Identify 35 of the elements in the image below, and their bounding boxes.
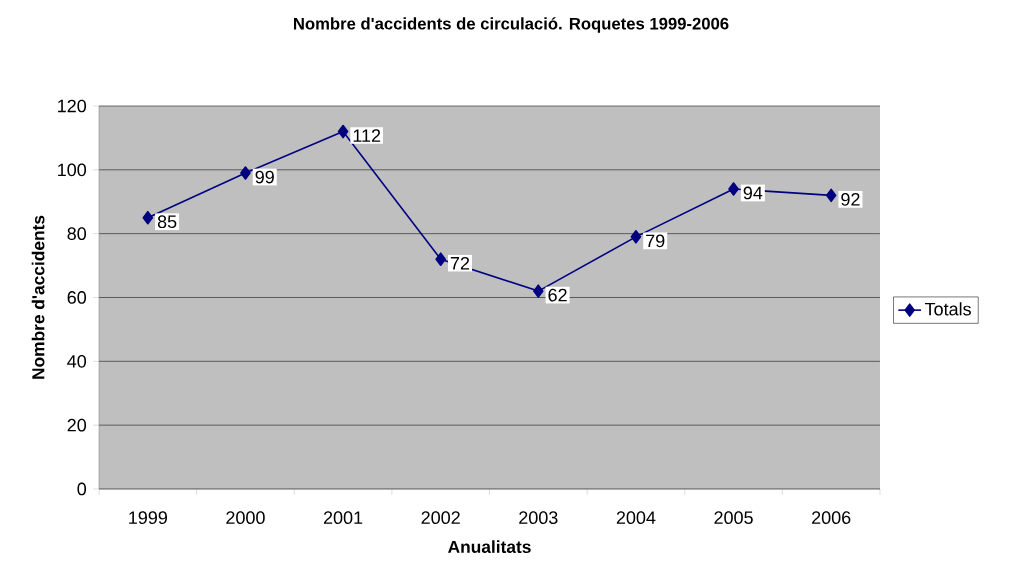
legend-label: Totals bbox=[924, 302, 971, 316]
x-tick-label: 2000 bbox=[226, 511, 265, 524]
y-tick-label: 60 bbox=[67, 291, 87, 304]
x-tick-label: 2005 bbox=[714, 511, 753, 524]
data-label: 99 bbox=[255, 170, 274, 184]
y-tick-label: 120 bbox=[58, 99, 87, 113]
point bbox=[728, 182, 739, 196]
point bbox=[630, 230, 642, 244]
data-label: 112 bbox=[353, 129, 381, 142]
y-tick-label: 20 bbox=[67, 418, 87, 432]
y-tick-label: 80 bbox=[67, 227, 87, 241]
data-label: 79 bbox=[646, 234, 665, 248]
data-label: 92 bbox=[841, 192, 860, 206]
x-tick-label: 2003 bbox=[519, 511, 558, 524]
x-tick-label: 2006 bbox=[812, 511, 851, 524]
y-tick-label: 100 bbox=[58, 163, 87, 177]
data-label: 72 bbox=[450, 256, 470, 270]
data-label: 94 bbox=[743, 186, 763, 200]
y-axis-title: Nombre d'accidents bbox=[31, 215, 45, 379]
point bbox=[337, 124, 349, 139]
x-tick-label: 2004 bbox=[616, 511, 656, 524]
data-label: 62 bbox=[548, 288, 567, 302]
point bbox=[533, 284, 544, 298]
data-label: 85 bbox=[157, 215, 177, 229]
x-axis-title: Anualitats bbox=[448, 540, 531, 553]
point bbox=[240, 166, 251, 180]
chart-title: Nombre d'accidents de circulació. Roquetes 1999-2006 bbox=[294, 17, 729, 33]
x-tick-label: 2001 bbox=[323, 511, 363, 524]
point bbox=[435, 252, 446, 266]
point bbox=[825, 188, 837, 203]
x-tick-label: 2002 bbox=[421, 511, 460, 524]
x-tick-label: 1999 bbox=[129, 511, 167, 524]
y-tick-label: 40 bbox=[67, 354, 87, 368]
point bbox=[142, 210, 154, 225]
y-tick-label: 0 bbox=[77, 482, 87, 496]
